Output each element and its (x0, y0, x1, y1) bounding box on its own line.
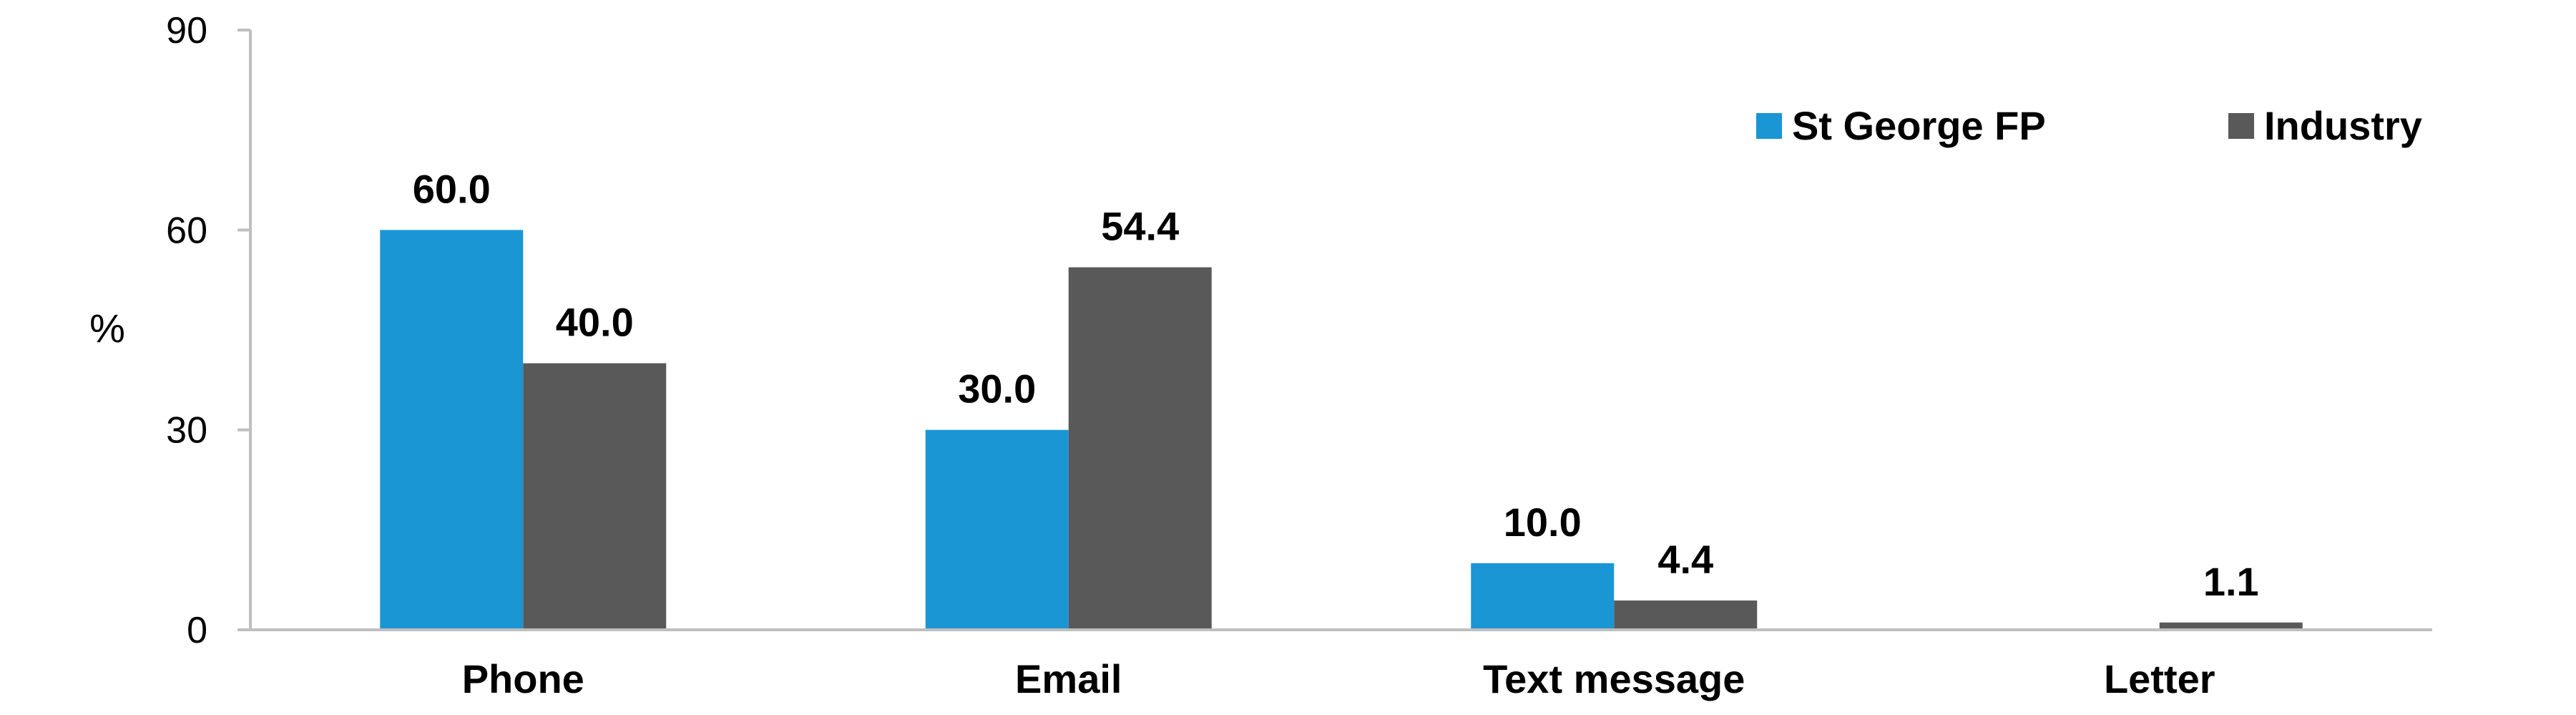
data-label: 60.0 (413, 166, 491, 211)
bars-group (380, 230, 2303, 630)
legend-swatch (1756, 113, 1782, 139)
x-category-label: Text message (1483, 656, 1745, 701)
x-category-label: Email (1015, 656, 1122, 701)
data-label: 4.4 (1657, 537, 1713, 582)
data-label: 54.4 (1101, 203, 1179, 248)
legend-label: Industry (2264, 103, 2422, 148)
data-labels-group: 60.0 40.0 30.0 54.4 10.0 4.4 1.1 (413, 166, 2259, 603)
bar-st-george-fp-text-message (1471, 563, 1615, 630)
data-label: 1.1 (2203, 559, 2259, 604)
bar-st-george-fp-email (925, 429, 1069, 630)
y-tick-label: 30 (166, 410, 207, 452)
bar-industry-email (1068, 267, 1212, 630)
y-tick-label: 90 (166, 10, 207, 52)
legend-swatch (2228, 113, 2254, 139)
y-axis-title: % (89, 306, 125, 351)
legend: St George FP Industry (1756, 103, 2422, 148)
bar-industry-text-message (1614, 600, 1758, 630)
y-axis-ticks: 0 30 60 90 (166, 10, 250, 651)
data-label: 30.0 (958, 366, 1036, 412)
data-label: 10.0 (1504, 500, 1582, 545)
x-category-label: Phone (462, 656, 584, 701)
bar-st-george-fp-phone (380, 230, 524, 630)
y-tick-label: 0 (187, 610, 207, 651)
y-tick-label: 60 (166, 210, 207, 251)
x-category-label: Letter (2104, 656, 2215, 701)
data-label: 40.0 (556, 300, 634, 345)
bar-industry-letter (2159, 622, 2303, 630)
bar-industry-phone (523, 363, 667, 630)
x-axis-category-labels: Phone Email Text message Letter (462, 656, 2215, 701)
legend-label: St George FP (1792, 103, 2046, 148)
